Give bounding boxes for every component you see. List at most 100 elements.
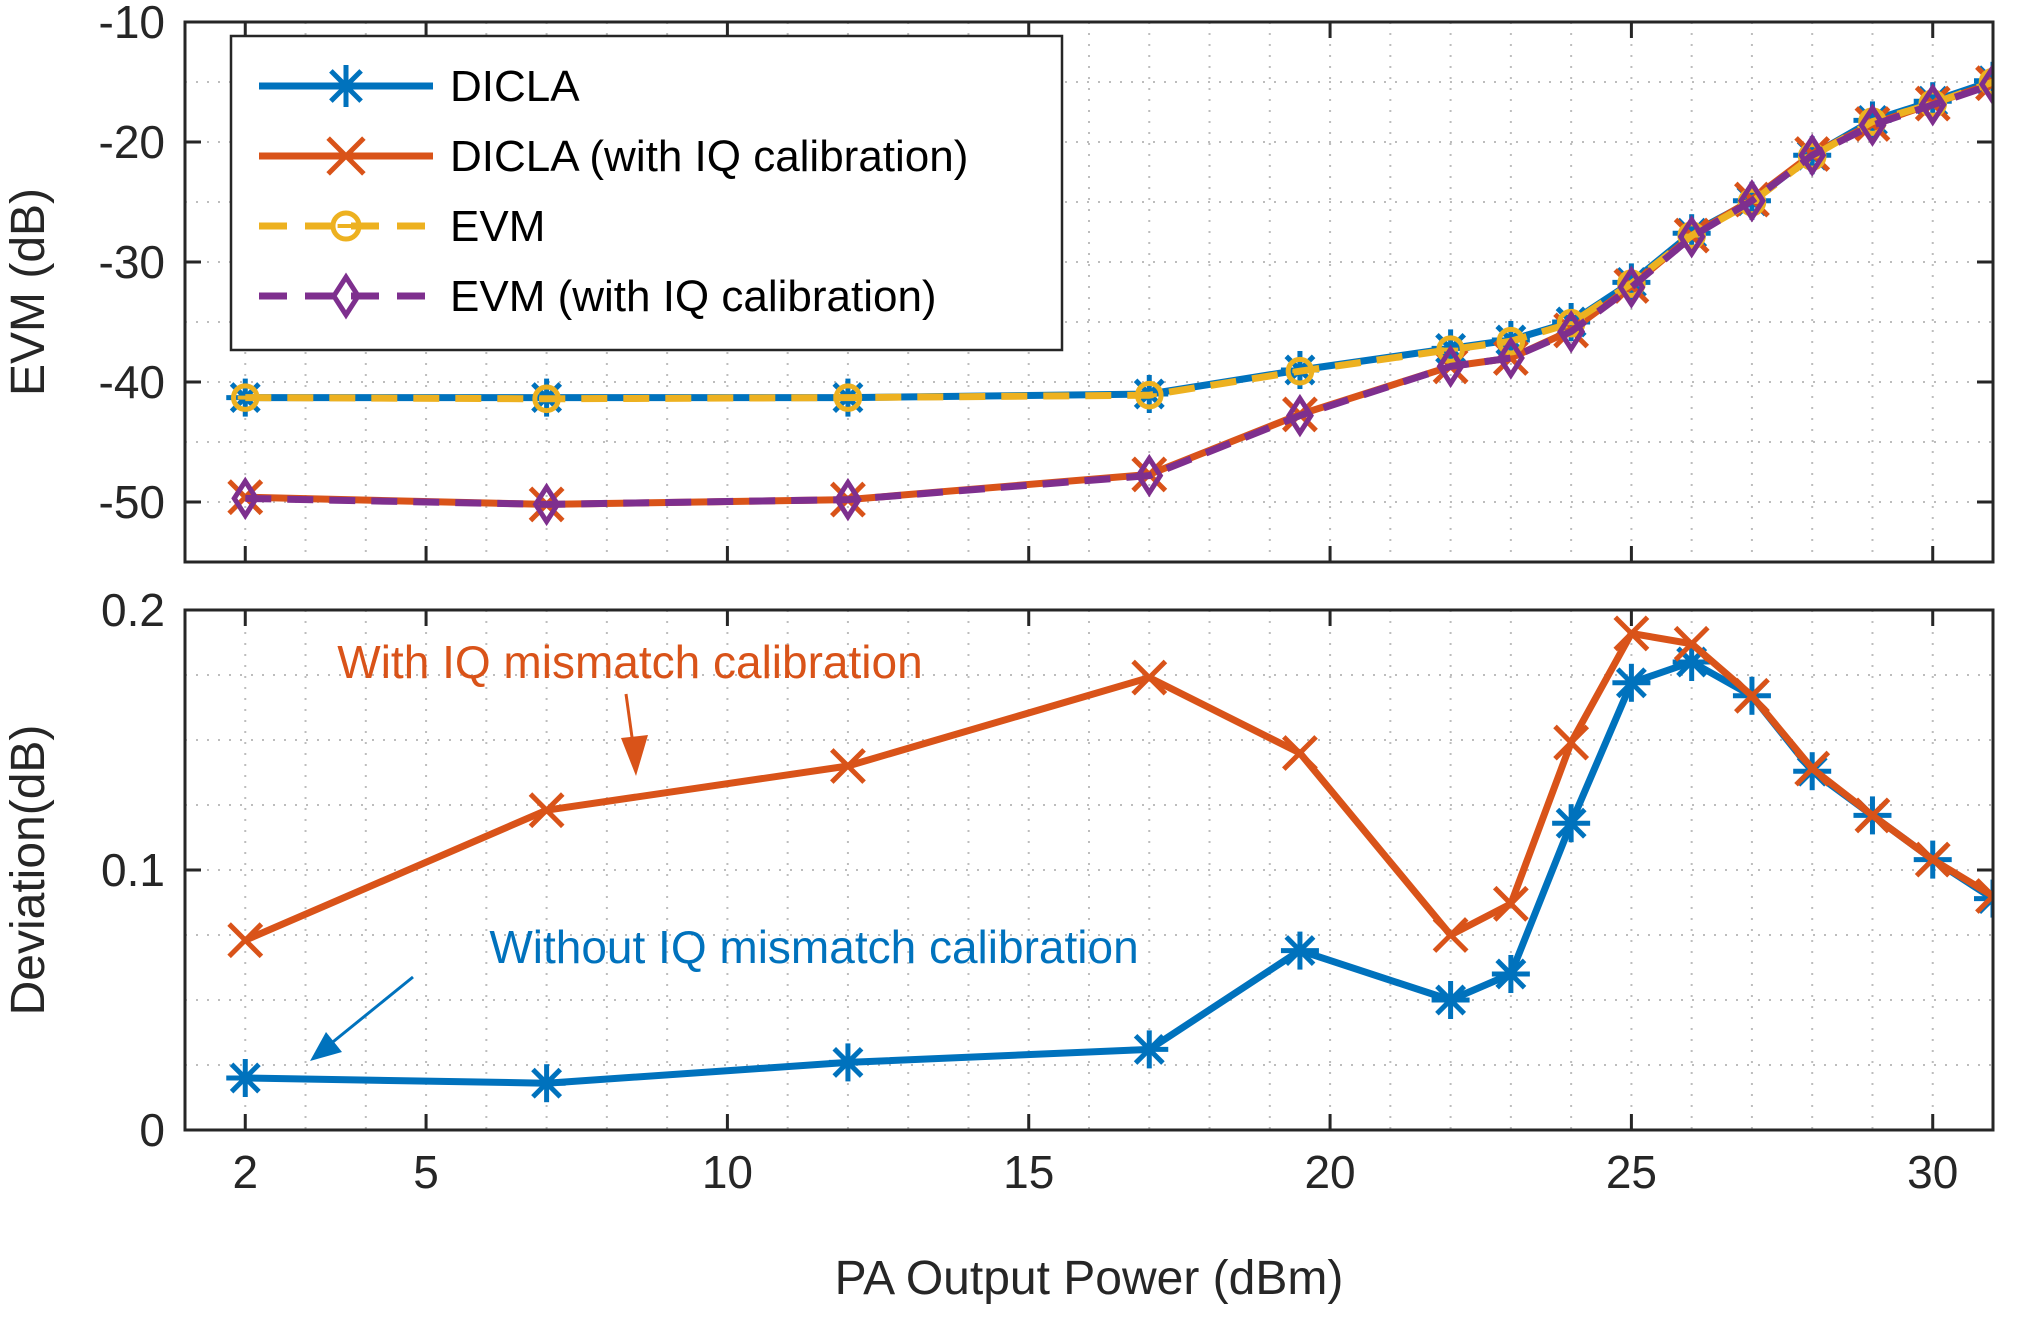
marker-stroke <box>1858 103 1887 147</box>
legend-entry-asterisk: DICLA <box>259 62 580 111</box>
marker-stroke <box>1555 807 1587 839</box>
marker-stroke <box>1557 309 1586 354</box>
marker-stroke <box>532 482 561 527</box>
series-deviation-x <box>227 615 1993 959</box>
data-point-x <box>1492 885 1529 922</box>
marker-stroke <box>1677 215 1706 259</box>
data-point-asterisk <box>1491 955 1530 993</box>
data-point-asterisk <box>226 1059 265 1097</box>
marker-stroke <box>1131 659 1168 696</box>
data-point-x <box>227 922 264 959</box>
y-tick-label: -20 <box>99 116 165 168</box>
data-point-x <box>1914 841 1951 878</box>
data-point-diamond <box>231 476 260 521</box>
data-point-asterisk <box>1612 663 1651 702</box>
marker-stroke <box>1975 878 1993 900</box>
data-point-x <box>1975 878 1993 914</box>
data-point-diamond <box>1858 103 1887 147</box>
legend-marker <box>326 136 366 176</box>
marker-stroke <box>1135 453 1164 498</box>
marker-stroke <box>1492 885 1529 922</box>
data-point-x <box>1432 917 1469 953</box>
data-point-x <box>1734 677 1770 714</box>
annotation-with-iq-text: With IQ mismatch calibration <box>337 636 922 688</box>
marker-stroke <box>330 272 362 320</box>
x-tick-label: 5 <box>413 1146 439 1198</box>
x-tick-label: 20 <box>1304 1146 1355 1198</box>
data-point-asterisk <box>527 1064 566 1103</box>
data-point-diamond <box>532 482 561 527</box>
marker-stroke <box>1617 265 1646 309</box>
marker-stroke <box>1615 667 1647 699</box>
data-point-circle <box>1285 356 1315 386</box>
data-point-x <box>830 748 866 784</box>
data-point-diamond <box>1617 265 1646 309</box>
marker-stroke <box>531 1067 563 1099</box>
data-point-asterisk <box>1280 931 1319 970</box>
y-tick-label: 0.1 <box>101 844 165 896</box>
marker-stroke <box>1133 1033 1165 1065</box>
x-tick-label: 2 <box>232 1146 258 1198</box>
data-point-diamond <box>1557 309 1586 354</box>
marker-stroke <box>229 1062 261 1094</box>
evm-axes-box <box>183 20 1995 564</box>
evm-panel: -50 -40 -30 -20 -10 EVM (dB) DICLA DICLA (wit… <box>2 0 1995 564</box>
marker-stroke <box>1285 393 1314 438</box>
legend-entry-x: DICLA (with IQ calibration) <box>259 132 968 181</box>
marker-stroke <box>1854 797 1891 834</box>
data-point-diamond <box>1135 453 1164 498</box>
x-tick-label: 30 <box>1907 1146 1958 1198</box>
annotation-without-iq-arrow <box>317 975 414 1056</box>
marker-stroke <box>1794 750 1831 787</box>
data-point-diamond <box>1496 336 1525 380</box>
marker-stroke <box>1284 935 1316 967</box>
data-point-diamond <box>833 477 862 522</box>
marker-stroke <box>227 479 264 516</box>
x-tick-label: 15 <box>1003 1146 1054 1198</box>
data-point-x <box>528 792 565 829</box>
deviation-y-axis-label: Deviation(dB) <box>2 725 55 1016</box>
marker-stroke <box>1496 336 1525 380</box>
series-deviation-asterisk <box>226 643 1993 1103</box>
legend-label: DICLA <box>450 62 580 111</box>
annotation-without-iq: Without IQ mismatch calibration <box>310 921 1139 1061</box>
marker-stroke <box>1553 724 1590 761</box>
y-tick-label: -50 <box>99 476 165 528</box>
annotation-with-iq-arrowhead <box>621 735 648 776</box>
deviation-panel: 00.10.2 2 5 10 15 20 25 30 Deviation(dB) PA Ou… <box>2 584 1995 1305</box>
marker-stroke <box>1737 179 1766 223</box>
data-point-x <box>1794 750 1831 787</box>
marker-stroke <box>330 210 362 242</box>
marker-stroke <box>1979 62 1993 107</box>
legend-marker <box>330 210 362 242</box>
marker-stroke <box>833 383 863 412</box>
marker-stroke <box>1436 335 1465 364</box>
deviation-series <box>226 615 1993 1103</box>
marker-stroke <box>329 69 363 103</box>
legend-label: DICLA (with IQ calibration) <box>450 132 968 181</box>
annotation-without-iq-text: Without IQ mismatch calibration <box>489 921 1138 973</box>
data-point-diamond <box>1677 215 1706 259</box>
y-tick-label: -10 <box>99 0 165 48</box>
y-tick-label: -30 <box>99 236 165 288</box>
y-tick-label: -40 <box>99 356 165 408</box>
data-point-diamond <box>1285 393 1314 438</box>
data-point-x <box>1673 625 1710 662</box>
marker-stroke <box>230 383 260 412</box>
data-point-diamond <box>1798 133 1827 177</box>
x-tick-label: 10 <box>702 1146 753 1198</box>
data-point-x <box>1131 659 1168 696</box>
marker-stroke <box>1918 83 1947 127</box>
data-point-diamond <box>1979 62 1993 107</box>
data-point-asterisk <box>828 1043 867 1082</box>
deviation-ticks <box>185 608 1993 1132</box>
y-tick-label: 0 <box>139 1104 165 1156</box>
marker-stroke <box>1496 326 1526 356</box>
legend-marker <box>325 65 367 107</box>
data-point-circle <box>230 383 260 412</box>
legend-entry-diamond: EVM (with IQ calibration) <box>259 272 937 321</box>
marker-stroke <box>1975 65 1993 87</box>
marker-stroke <box>833 477 862 522</box>
data-point-asterisk <box>1130 1030 1169 1069</box>
legend-entry-circle: EVM <box>259 202 545 251</box>
